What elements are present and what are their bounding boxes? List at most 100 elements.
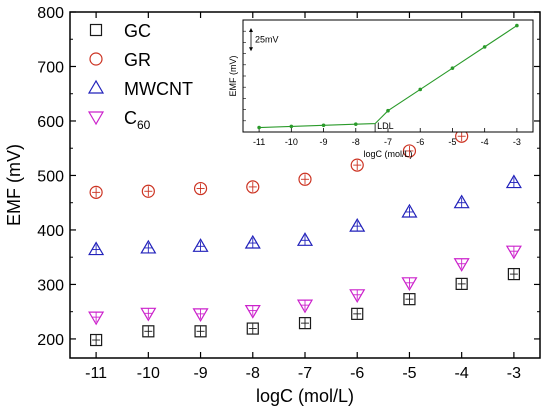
inset-series	[257, 23, 519, 130]
scale-bar-arrow-up	[249, 27, 253, 32]
data-point	[89, 185, 103, 199]
data-point	[351, 307, 364, 320]
y-tick-label: 300	[37, 277, 64, 294]
inset-data-point	[353, 122, 358, 126]
inset-x-tick-label: -4	[481, 137, 489, 147]
data-point	[349, 289, 366, 303]
marker-shape	[246, 180, 260, 194]
inset-axes: -11 -10 -9 -8 -7 -6 -5 -4 -3 25mV LDL	[243, 27, 521, 147]
x-tick-label: -3	[507, 365, 521, 382]
data-point	[244, 304, 261, 319]
inset-data-point	[321, 123, 326, 128]
legend-marker	[89, 23, 103, 37]
inset-x-tick-label: -7	[384, 137, 392, 147]
legend-marker	[89, 52, 103, 66]
inset-x-tick-label: -10	[285, 137, 298, 147]
data-point	[453, 194, 470, 209]
inset-series-line	[259, 25, 518, 129]
inset-data-point	[515, 23, 519, 28]
data-point	[193, 181, 208, 196]
legend-label-subscript: 60	[137, 118, 151, 132]
data-point	[455, 277, 468, 290]
y-tick-label: 800	[37, 5, 64, 22]
marker-shape	[194, 325, 207, 338]
inset-data-point	[418, 87, 423, 92]
inset-x-tick-label: -8	[352, 137, 360, 147]
data-point	[192, 238, 209, 252]
scale-bar-arrow-down	[249, 47, 253, 52]
marker-shape	[141, 184, 155, 198]
y-tick-label: 500	[37, 168, 64, 185]
marker-shape	[350, 158, 364, 172]
y-tick-label: 600	[37, 114, 64, 131]
marker-shape	[403, 293, 416, 306]
inset-data-point	[482, 45, 487, 49]
marker-shape	[89, 23, 103, 37]
marker-shape	[298, 317, 312, 330]
legend-marker	[87, 79, 105, 94]
data-point	[403, 293, 416, 306]
scale-bar-label: 25mV	[255, 35, 279, 45]
x-tick-label: -11	[85, 365, 107, 382]
data-point	[505, 245, 522, 260]
legend-marker	[87, 111, 105, 126]
marker-shape	[89, 185, 103, 199]
inset-y-axis-label: EMF (mV)	[228, 56, 238, 97]
y-tick-label: 200	[37, 332, 64, 349]
inset-chart: -11 -10 -9 -8 -7 -6 -5 -4 -3 25mV LDL logC (mol/L)…	[228, 19, 534, 159]
legend-label: GR	[124, 50, 151, 70]
x-axis-label: logC (mol/L)	[256, 386, 354, 406]
x-tick-label: -10	[137, 365, 160, 382]
marker-shape	[351, 307, 364, 320]
inset-data-point	[257, 125, 261, 130]
main-series	[88, 114, 522, 347]
marker-shape	[87, 79, 105, 94]
data-point	[349, 217, 366, 232]
x-tick-label: -4	[455, 365, 469, 382]
marker-shape	[246, 322, 259, 335]
data-point	[192, 308, 209, 323]
legend-label: GC	[124, 21, 151, 41]
y-axis-label: EMF (mV)	[4, 144, 24, 226]
marker-shape	[455, 277, 468, 290]
data-point	[194, 325, 207, 338]
data-point	[402, 144, 417, 158]
data-point	[298, 172, 312, 186]
x-tick-label: -5	[402, 365, 416, 382]
data-point	[296, 299, 314, 314]
data-point	[401, 277, 418, 291]
data-point	[350, 158, 364, 172]
legend-label: C60	[124, 108, 151, 132]
marker-shape	[87, 111, 105, 126]
data-point	[141, 184, 155, 198]
data-point	[246, 322, 259, 335]
data-point	[298, 317, 312, 330]
y-tick-label: 700	[37, 59, 64, 76]
inset-data-point	[450, 66, 455, 70]
data-point	[244, 234, 261, 249]
x-tick-label: -6	[350, 365, 364, 382]
main-axes: -11 -10 -9 -8 -7 -6 -5 -4 -3 200 300 400 500 600 700 80…	[37, 5, 540, 382]
inset-x-tick-label: -11	[253, 137, 265, 147]
marker-shape	[298, 172, 312, 186]
x-tick-label: -7	[298, 365, 312, 382]
data-point	[140, 307, 157, 322]
data-point	[296, 232, 314, 246]
data-point	[507, 267, 520, 281]
marker-shape	[142, 325, 155, 338]
data-point	[246, 180, 260, 194]
inset-x-axis-label: logC (mol/L)	[363, 149, 412, 159]
data-point	[401, 203, 418, 218]
inset-x-tick-label: -5	[448, 137, 456, 147]
data-point	[88, 311, 105, 326]
ldl-label: LDL	[377, 121, 394, 131]
x-tick-label: -9	[193, 365, 207, 382]
legend-label: MWCNT	[124, 79, 193, 99]
legend: GC GR MWCNT C60	[87, 21, 193, 132]
inset-data-point	[289, 124, 294, 129]
marker-shape	[193, 181, 208, 196]
marker-shape	[89, 52, 103, 66]
data-point	[142, 325, 155, 338]
